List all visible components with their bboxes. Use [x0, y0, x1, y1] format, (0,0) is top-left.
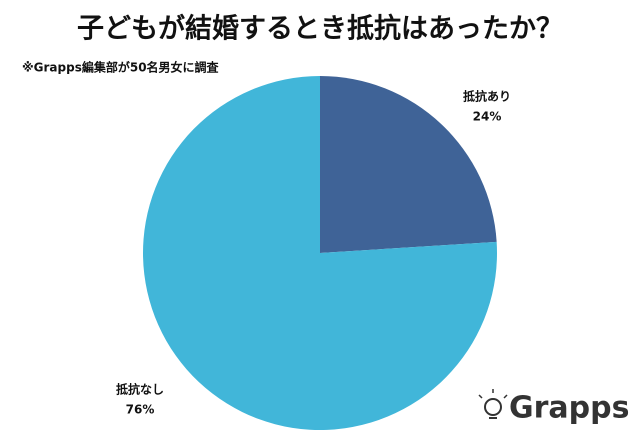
logo-text: Grapps [509, 391, 629, 426]
data-label: 76% [126, 403, 155, 417]
slice-label: 抵抗あり [463, 89, 511, 104]
chart-title: 子どもが結婚するとき抵抗はあったか？ [77, 13, 563, 45]
logo-icon [478, 389, 508, 419]
pie-slice [320, 76, 497, 253]
slice-label: 抵抗なし [116, 382, 164, 397]
pie-slice [142, 76, 497, 431]
data-label: 24% [473, 110, 502, 124]
chart-subtitle: ※Grapps編集部が50名男女に調査 [22, 60, 220, 75]
